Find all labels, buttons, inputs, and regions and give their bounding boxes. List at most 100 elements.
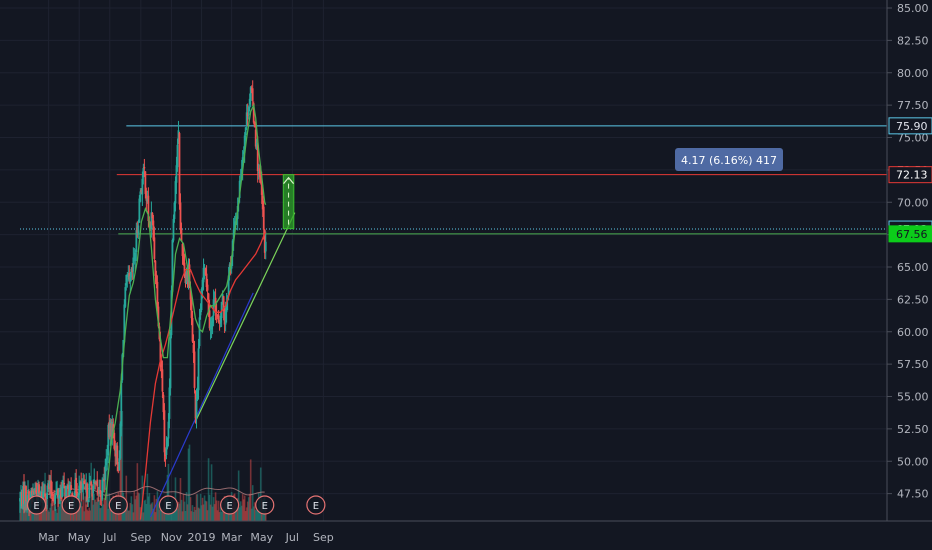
- candle-body: [83, 480, 86, 484]
- volume-bar: [52, 510, 54, 521]
- earnings-marker[interactable]: E: [108, 495, 128, 515]
- candle-body: [159, 340, 162, 362]
- volume-bar: [213, 504, 216, 521]
- candle-body: [39, 495, 41, 497]
- earnings-marker[interactable]: E: [158, 495, 179, 515]
- candle-body: [203, 267, 206, 269]
- candle-body: [77, 495, 80, 498]
- candle-body: [256, 144, 259, 172]
- price-tick-label: 62.50: [897, 293, 929, 306]
- candle-body: [24, 488, 26, 507]
- price-tag-box: [888, 117, 932, 135]
- earnings-marker[interactable]: E: [220, 495, 240, 515]
- volume-bar: [94, 499, 97, 521]
- volume-bar: [24, 508, 26, 521]
- volume-bar: [96, 497, 99, 521]
- candle-body: [98, 486, 101, 495]
- candle-body: [91, 488, 94, 497]
- volume-bar: [207, 458, 210, 521]
- volume-bar: [201, 497, 204, 521]
- candle-body: [212, 299, 215, 316]
- candle-body: [108, 421, 111, 438]
- candle-body: [41, 491, 43, 500]
- candle-body: [134, 252, 137, 261]
- candle-body: [247, 106, 250, 115]
- candle-body: [253, 122, 256, 128]
- candle-body: [150, 212, 153, 230]
- volume-bar: [34, 511, 36, 521]
- volume-bar: [104, 494, 107, 521]
- volume-bar: [212, 497, 215, 521]
- candle-body: [135, 230, 138, 253]
- volume-bar: [191, 505, 194, 521]
- candle-body: [107, 425, 110, 456]
- volume-bar: [97, 497, 100, 521]
- earnings-marker[interactable]: E: [26, 495, 47, 515]
- candle-body: [111, 421, 114, 439]
- earnings-marker-label: E: [33, 501, 39, 512]
- volume-bar: [126, 506, 129, 521]
- candle-body: [176, 144, 179, 168]
- candle-body: [249, 87, 252, 102]
- candle-body: [144, 171, 147, 194]
- horizontal-levels[interactable]: [20, 125, 887, 235]
- candle-body: [254, 129, 257, 147]
- time-tick-label: Nov: [161, 531, 183, 544]
- candle-body: [96, 479, 99, 487]
- volume-bar: [89, 510, 92, 521]
- candle-body: [261, 195, 264, 210]
- candle-body: [133, 258, 136, 260]
- price-tick-label: 75.00: [897, 132, 929, 145]
- price-tag-label: 72.13: [896, 169, 928, 182]
- candle-body: [138, 198, 141, 223]
- earnings-marker[interactable]: E: [255, 495, 275, 515]
- candle-body: [189, 288, 192, 300]
- candle-body: [125, 274, 128, 286]
- volume-bar: [247, 497, 250, 521]
- candle-body: [75, 477, 78, 494]
- price-tick-label: 70.00: [897, 196, 929, 209]
- volume-bar: [121, 411, 124, 521]
- candle-body: [160, 361, 163, 368]
- candle-body: [190, 300, 193, 319]
- candle-body: [27, 489, 29, 502]
- earnings-marker-circle: [158, 495, 179, 515]
- volume-bar: [107, 508, 110, 521]
- volume-bar: [253, 502, 256, 521]
- candle-body: [171, 239, 174, 292]
- candle-body: [185, 272, 188, 284]
- candle-body: [61, 486, 64, 498]
- candle-body: [224, 311, 227, 325]
- candle-body: [92, 485, 95, 494]
- volume-bar: [179, 478, 182, 521]
- candle-body: [251, 88, 254, 101]
- candle-body: [127, 274, 130, 275]
- price-axis-panel[interactable]: [887, 0, 932, 550]
- earnings-marker[interactable]: E: [306, 495, 326, 515]
- earnings-marker[interactable]: E: [61, 495, 81, 515]
- candle-body: [30, 490, 32, 503]
- candle-body: [45, 496, 47, 500]
- price-range-measure[interactable]: 4.17 (6.16%) 417: [282, 148, 783, 230]
- volume-bar: [173, 507, 176, 521]
- candle-body: [245, 112, 248, 125]
- volume-bar: [49, 507, 51, 521]
- candle-body: [57, 489, 60, 498]
- volume-bar: [246, 501, 249, 521]
- trendlines[interactable]: [149, 212, 296, 518]
- candle-body: [248, 98, 251, 105]
- volume-bar: [120, 411, 123, 521]
- volume-bar: [39, 511, 41, 521]
- candle-body: [141, 178, 144, 195]
- volume-bar: [84, 496, 86, 521]
- volume-bar: [195, 494, 198, 521]
- candle-body: [259, 175, 262, 183]
- volume-bar: [81, 506, 83, 521]
- volume-bar: [187, 448, 190, 521]
- candle-body: [243, 135, 246, 153]
- volume-bar: [154, 512, 157, 521]
